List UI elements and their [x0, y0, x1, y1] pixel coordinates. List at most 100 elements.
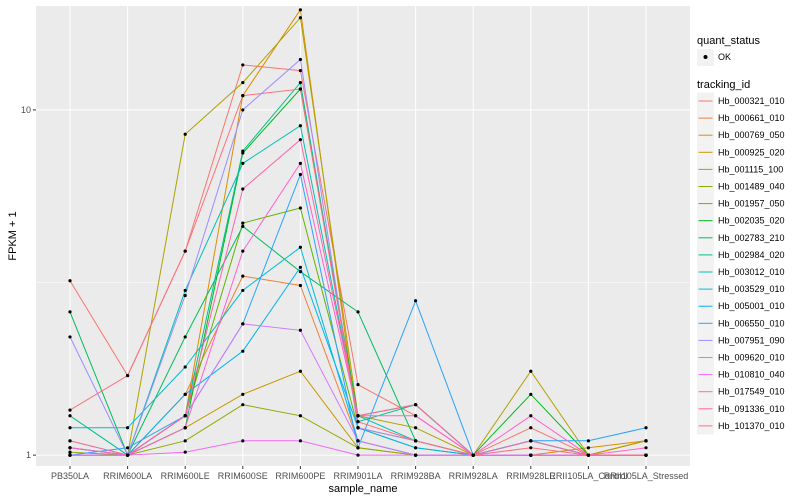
- data-point: [298, 87, 302, 91]
- data-point: [356, 453, 360, 457]
- legend-color-label: Hb_000925_020: [718, 147, 785, 157]
- data-point: [298, 265, 302, 269]
- data-point: [529, 392, 533, 396]
- legend-color-label: Hb_005001_010: [718, 301, 785, 311]
- data-point: [241, 349, 245, 353]
- x-tick-label: RRII105LA_Control: [549, 471, 627, 481]
- data-point: [356, 439, 360, 443]
- data-point: [68, 426, 72, 430]
- data-point: [183, 293, 187, 298]
- data-point: [298, 138, 302, 142]
- legend-color-label: Hb_002035_020: [718, 216, 785, 226]
- data-point: [298, 68, 302, 73]
- data-point: [298, 414, 302, 418]
- data-point: [183, 450, 187, 454]
- data-point: [298, 172, 302, 177]
- data-point: [241, 63, 245, 67]
- legend-color-label: Hb_000321_010: [718, 96, 785, 106]
- data-point: [298, 328, 302, 332]
- legend-color-label: Hb_091336_010: [718, 404, 785, 414]
- legend-shape-title: quant_status: [697, 35, 760, 47]
- data-point: [126, 426, 130, 430]
- x-tick-label: PB350LA: [51, 471, 89, 481]
- data-point: [298, 8, 302, 12]
- data-point: [414, 453, 418, 457]
- data-point: [183, 392, 187, 396]
- data-point: [68, 439, 72, 443]
- data-point: [241, 322, 245, 326]
- data-point: [183, 426, 187, 430]
- legend-color-label: Hb_006550_010: [718, 318, 785, 328]
- x-tick-label: RRIM600LA: [103, 471, 152, 481]
- x-tick-label: RRIM901LA: [333, 471, 382, 481]
- data-point: [298, 80, 302, 85]
- data-point: [241, 224, 245, 228]
- legend-color-label: Hb_001489_040: [718, 182, 785, 192]
- data-point: [241, 149, 245, 153]
- x-tick-label: RRII105LA_Stressed: [604, 471, 689, 481]
- data-point: [241, 187, 245, 191]
- data-point: [68, 279, 72, 283]
- legend-color-label: Hb_003529_010: [718, 284, 785, 294]
- data-point: [126, 373, 130, 378]
- data-point: [356, 446, 360, 450]
- data-point: [68, 450, 72, 454]
- y-axis-title: FPKM + 1: [7, 211, 19, 260]
- data-point: [68, 446, 72, 450]
- x-tick-label: RRIM600LE: [161, 471, 210, 481]
- data-point: [241, 161, 245, 165]
- data-point: [529, 426, 533, 430]
- data-point: [529, 439, 533, 443]
- x-tick-label: RRIM600PE: [275, 471, 325, 481]
- data-point: [298, 57, 302, 62]
- data-point: [529, 414, 533, 418]
- x-axis-title: sample_name: [328, 483, 397, 495]
- legend-color-label: Hb_009620_010: [718, 353, 785, 363]
- data-point: [644, 439, 648, 443]
- data-point: [241, 249, 245, 253]
- legend-shape-marker: [703, 55, 708, 59]
- data-point: [68, 408, 72, 412]
- data-point: [241, 392, 245, 396]
- data-point: [529, 369, 533, 373]
- legend-color-label: Hb_001957_050: [718, 199, 785, 209]
- x-tick-label: RRIM928BA: [391, 471, 441, 481]
- data-point: [183, 288, 187, 293]
- data-point: [241, 439, 245, 443]
- data-point: [529, 453, 533, 457]
- data-point: [298, 16, 302, 20]
- data-point: [183, 414, 187, 418]
- legend-color-label: Hb_002783_210: [718, 233, 785, 243]
- data-point: [471, 453, 475, 457]
- data-point: [644, 446, 648, 450]
- y-axis: 1 10: [21, 105, 36, 460]
- data-point: [241, 94, 245, 98]
- data-point: [644, 453, 648, 457]
- data-point: [241, 274, 245, 278]
- data-point: [414, 403, 418, 407]
- plot-panel: [36, 6, 690, 466]
- data-point: [183, 439, 187, 443]
- data-point: [68, 453, 72, 457]
- data-point: [298, 124, 302, 128]
- legend-color-label: Hb_001115_100: [718, 164, 783, 174]
- y-tick-label: 1: [26, 450, 31, 460]
- data-point: [414, 426, 418, 430]
- data-point: [414, 439, 418, 443]
- legend-color-label: Hb_002984_020: [718, 250, 785, 260]
- legend-color-title: tracking_id: [697, 79, 750, 91]
- x-tick-label: RRIM928LA: [449, 471, 498, 481]
- data-point: [68, 414, 72, 418]
- data-point: [356, 414, 360, 418]
- data-point: [241, 80, 245, 85]
- legend-color-label: Hb_101370_010: [718, 421, 785, 431]
- data-point: [586, 446, 591, 450]
- legend-color-label: Hb_000661_010: [718, 113, 785, 123]
- x-tick-label: RRIM600SE: [218, 471, 268, 481]
- data-point: [183, 132, 187, 136]
- data-point: [298, 283, 302, 288]
- data-point: [356, 426, 360, 430]
- data-point: [241, 403, 245, 407]
- data-point: [298, 161, 302, 165]
